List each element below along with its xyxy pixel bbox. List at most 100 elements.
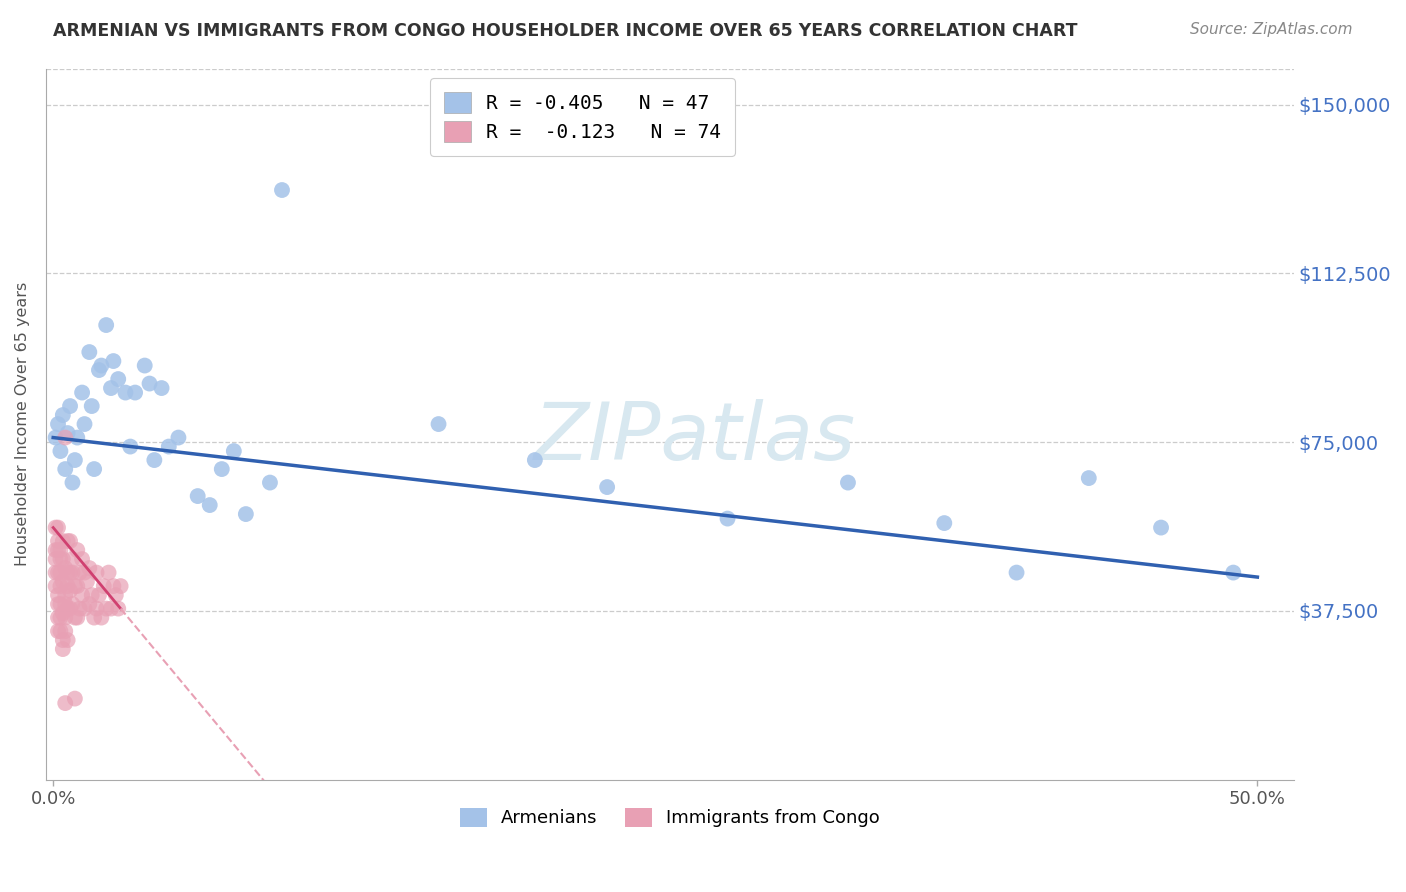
Point	[62, 566, 84, 580]
Point	[62, 475, 84, 490]
Point	[52, 408, 75, 422]
Point	[73, 601, 96, 615]
Point	[53, 462, 76, 476]
Point	[103, 579, 125, 593]
Point	[49, 552, 72, 566]
Point	[46, 543, 69, 558]
Point	[198, 498, 221, 512]
Point	[46, 534, 69, 549]
Point	[70, 385, 93, 400]
Point	[45, 543, 67, 558]
Text: ARMENIAN VS IMMIGRANTS FROM CONGO HOUSEHOLDER INCOME OVER 65 YEARS CORRELATION C: ARMENIAN VS IMMIGRANTS FROM CONGO HOUSEH…	[53, 22, 1078, 40]
Point	[73, 417, 96, 431]
Point	[124, 385, 146, 400]
Point	[49, 566, 72, 580]
Point	[53, 561, 76, 575]
Point	[56, 579, 79, 593]
Point	[63, 579, 86, 593]
Point	[56, 601, 79, 615]
Point	[235, 507, 257, 521]
Point	[211, 462, 233, 476]
Point	[59, 583, 82, 598]
Point	[103, 354, 125, 368]
Point	[66, 579, 89, 593]
Point	[90, 359, 112, 373]
Point	[110, 579, 132, 593]
Point	[96, 601, 118, 615]
Point	[49, 444, 72, 458]
Point	[120, 440, 142, 454]
Point	[80, 588, 103, 602]
Text: ZIPatlas: ZIPatlas	[534, 400, 856, 477]
Point	[53, 588, 76, 602]
Y-axis label: Householder Income Over 65 years: Householder Income Over 65 years	[15, 282, 30, 566]
Point	[69, 601, 91, 615]
Point	[1077, 471, 1099, 485]
Point	[63, 453, 86, 467]
Point	[52, 633, 75, 648]
Point	[259, 475, 281, 490]
Point	[97, 566, 120, 580]
Point	[52, 606, 75, 620]
Point	[59, 534, 82, 549]
Point	[66, 431, 89, 445]
Point	[86, 601, 108, 615]
Text: Source: ZipAtlas.com: Source: ZipAtlas.com	[1189, 22, 1353, 37]
Point	[46, 417, 69, 431]
Point	[46, 597, 69, 611]
Point	[45, 566, 67, 580]
Point	[187, 489, 209, 503]
Point	[70, 552, 93, 566]
Point	[271, 183, 294, 197]
Point	[79, 345, 101, 359]
Point	[56, 534, 79, 549]
Point	[79, 561, 101, 575]
Point	[62, 597, 84, 611]
Point	[100, 381, 122, 395]
Point	[83, 462, 105, 476]
Point	[45, 552, 67, 566]
Point	[49, 624, 72, 639]
Point	[46, 588, 69, 602]
Point	[222, 444, 245, 458]
Point	[45, 579, 67, 593]
Point	[66, 610, 89, 624]
Point	[49, 579, 72, 593]
Point	[167, 431, 190, 445]
Point	[93, 579, 115, 593]
Point	[46, 624, 69, 639]
Point	[1222, 566, 1244, 580]
Point	[69, 566, 91, 580]
Point	[53, 610, 76, 624]
Point	[157, 440, 180, 454]
Point	[46, 520, 69, 534]
Point	[63, 610, 86, 624]
Point	[52, 534, 75, 549]
Point	[150, 381, 173, 395]
Point	[46, 566, 69, 580]
Point	[52, 574, 75, 589]
Point	[56, 633, 79, 648]
Point	[59, 566, 82, 580]
Point	[716, 511, 738, 525]
Legend: Armenians, Immigrants from Congo: Armenians, Immigrants from Congo	[453, 801, 887, 835]
Point	[138, 376, 160, 391]
Point	[86, 566, 108, 580]
Point	[53, 696, 76, 710]
Point	[1150, 520, 1173, 534]
Point	[52, 552, 75, 566]
Point	[76, 574, 98, 589]
Point	[45, 431, 67, 445]
Point	[79, 597, 101, 611]
Point	[49, 610, 72, 624]
Point	[56, 566, 79, 580]
Point	[87, 588, 110, 602]
Point	[73, 566, 96, 580]
Point	[934, 516, 956, 530]
Point	[59, 601, 82, 615]
Point	[96, 318, 118, 332]
Point	[427, 417, 450, 431]
Point	[134, 359, 156, 373]
Point	[523, 453, 546, 467]
Point	[49, 597, 72, 611]
